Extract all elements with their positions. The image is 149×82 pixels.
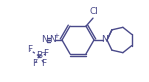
Text: B: B	[36, 51, 42, 61]
Text: −: −	[40, 50, 46, 55]
Text: F: F	[32, 60, 38, 68]
Text: F: F	[44, 50, 49, 58]
Text: N: N	[102, 36, 108, 45]
Text: F: F	[41, 58, 46, 67]
Text: F: F	[27, 46, 33, 55]
Text: Cl: Cl	[90, 7, 98, 16]
Text: +: +	[53, 33, 59, 39]
Text: N: N	[50, 36, 56, 45]
Text: N: N	[41, 36, 47, 45]
